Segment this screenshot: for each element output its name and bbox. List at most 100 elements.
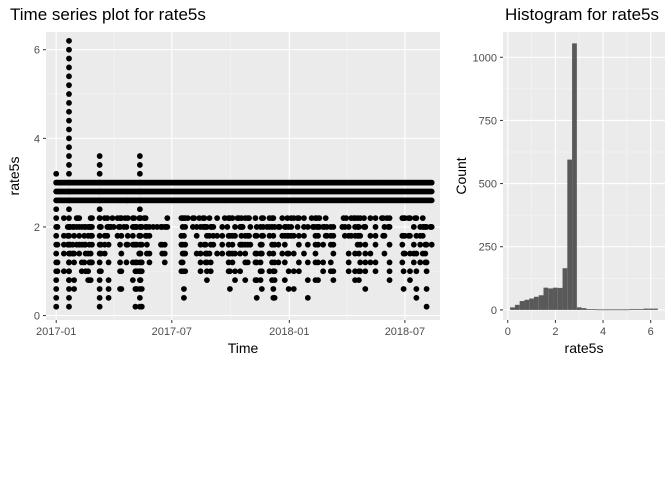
data-point	[71, 259, 77, 266]
data-point	[96, 179, 103, 186]
data-point	[136, 170, 143, 177]
data-point	[71, 286, 77, 292]
data-point	[242, 250, 249, 257]
data-point	[96, 215, 103, 221]
data-point	[345, 250, 352, 257]
histogram-x-tick-label: 2	[552, 326, 558, 338]
data-point	[53, 197, 60, 204]
data-point	[105, 286, 112, 292]
data-point	[413, 215, 420, 221]
data-point	[143, 241, 150, 248]
data-point	[320, 268, 327, 275]
data-point	[232, 277, 238, 284]
data-point	[386, 277, 393, 284]
data-point	[53, 232, 60, 239]
data-point	[285, 250, 292, 257]
data-point	[132, 303, 139, 310]
data-point	[89, 224, 95, 230]
data-point	[301, 250, 307, 257]
data-point	[197, 259, 204, 266]
timeseries-y-tick-label: 0	[34, 311, 40, 323]
data-point	[66, 206, 72, 213]
histogram-bar	[648, 308, 654, 310]
data-point	[423, 286, 430, 292]
data-point	[96, 153, 103, 159]
data-point	[66, 232, 72, 239]
data-point	[201, 215, 208, 221]
data-point	[105, 259, 112, 266]
data-point	[96, 303, 103, 310]
data-point	[270, 215, 277, 221]
data-point	[66, 250, 72, 257]
data-point	[219, 224, 226, 230]
data-point	[372, 215, 379, 221]
data-point	[161, 250, 168, 257]
data-point	[164, 215, 171, 221]
data-point	[407, 268, 413, 275]
histogram-bar	[643, 308, 649, 310]
data-point	[104, 232, 111, 239]
data-point	[87, 250, 94, 257]
data-point	[362, 286, 369, 292]
data-point	[372, 241, 379, 248]
data-point	[290, 250, 297, 257]
data-point	[281, 277, 288, 284]
data-point	[407, 277, 413, 284]
data-point	[257, 259, 264, 266]
data-point	[219, 250, 226, 257]
data-point	[372, 268, 379, 275]
data-point	[71, 232, 77, 239]
data-point	[260, 232, 267, 239]
data-point	[372, 259, 379, 266]
data-point	[362, 224, 369, 230]
data-point	[270, 232, 277, 239]
data-point	[197, 268, 204, 275]
data-point	[229, 215, 236, 221]
data-point	[124, 241, 131, 248]
data-point	[320, 259, 327, 266]
data-point	[356, 250, 362, 257]
histogram-x-tick-label: 0	[505, 326, 511, 338]
data-point	[181, 294, 187, 301]
data-point	[407, 232, 413, 239]
data-point	[71, 250, 77, 257]
data-point	[419, 232, 426, 239]
data-point	[136, 232, 143, 239]
data-point	[105, 294, 112, 301]
data-point	[184, 215, 191, 221]
data-point	[295, 259, 302, 266]
data-point	[53, 294, 60, 301]
data-point	[428, 179, 435, 186]
data-point	[96, 259, 103, 266]
data-point	[315, 277, 321, 284]
data-point	[124, 232, 131, 239]
data-point	[66, 99, 72, 106]
data-point	[410, 241, 417, 248]
data-point	[237, 268, 244, 275]
data-point	[271, 277, 278, 284]
histogram-bar	[581, 308, 587, 310]
data-point	[229, 259, 236, 266]
data-point	[367, 250, 374, 257]
data-point	[96, 197, 103, 204]
data-point	[131, 215, 138, 221]
data-point	[118, 232, 125, 239]
data-point	[295, 241, 302, 248]
data-point	[182, 268, 189, 275]
data-point	[295, 268, 302, 275]
data-point	[53, 241, 60, 248]
data-point	[197, 250, 204, 257]
data-point	[386, 259, 393, 266]
data-point	[252, 215, 259, 221]
histogram-bar	[629, 309, 635, 310]
data-point	[301, 232, 307, 239]
data-point	[253, 232, 260, 239]
data-point	[315, 232, 321, 239]
data-point	[247, 241, 254, 248]
data-point	[275, 241, 282, 248]
data-point	[53, 277, 60, 284]
data-point	[214, 250, 221, 257]
data-point	[118, 250, 125, 257]
data-point	[242, 277, 249, 284]
data-point	[66, 153, 72, 159]
